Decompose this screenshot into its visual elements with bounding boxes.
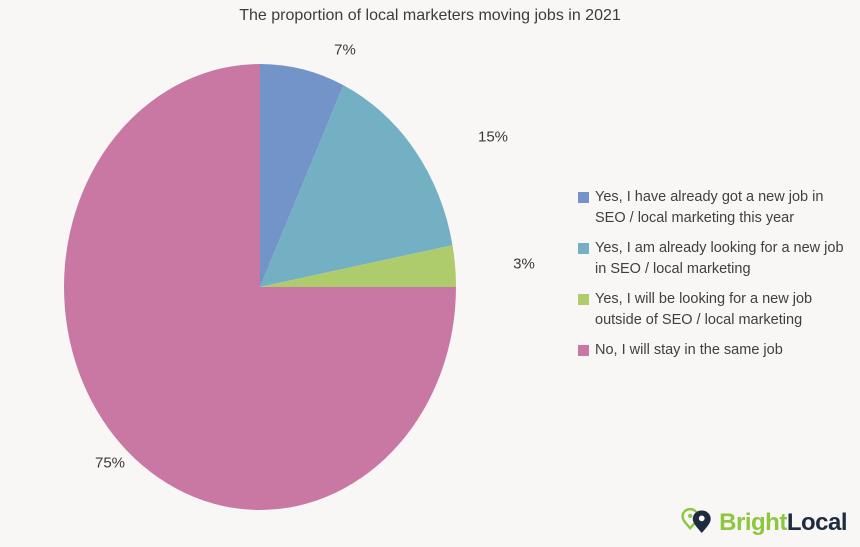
- pie-slice-4: [64, 64, 456, 510]
- legend-swatch: [578, 345, 589, 356]
- slice-value-label: 3%: [513, 255, 535, 273]
- legend-item: Yes, I am already looking for a new job …: [578, 238, 856, 280]
- slice-value-label: 75%: [94, 454, 126, 472]
- legend-item: No, I will stay in the same job: [578, 340, 856, 361]
- legend-label: No, I will stay in the same job: [595, 342, 783, 358]
- legend-swatch: [578, 243, 589, 254]
- legend: Yes, I have already got a new job in SEO…: [578, 187, 856, 370]
- legend-label: Yes, I am already looking for a new job …: [595, 240, 844, 277]
- logo-text-secondary: Local: [786, 509, 848, 536]
- legend-label: Yes, I have already got a new job in SEO…: [595, 189, 824, 226]
- legend-item: Yes, I have already got a new job in SEO…: [578, 187, 856, 229]
- brand-logo: BrightLocal: [680, 505, 848, 541]
- pie-slice-1: [260, 63, 344, 288]
- pie-slice-2: [260, 85, 453, 287]
- chart-title: The proportion of local marketers moving…: [239, 7, 621, 24]
- pie-slice-3: [260, 245, 456, 287]
- legend-item: Yes, I will be looking for a new job out…: [578, 289, 856, 331]
- map-pin-icon: [681, 507, 711, 533]
- legend-swatch: [578, 294, 589, 305]
- slice-value-label: 7%: [334, 41, 356, 59]
- slice-value-label: 15%: [477, 128, 509, 146]
- legend-swatch: [578, 192, 589, 203]
- logo-text-primary: Bright: [719, 509, 787, 536]
- legend-label: Yes, I will be looking for a new job out…: [595, 291, 813, 328]
